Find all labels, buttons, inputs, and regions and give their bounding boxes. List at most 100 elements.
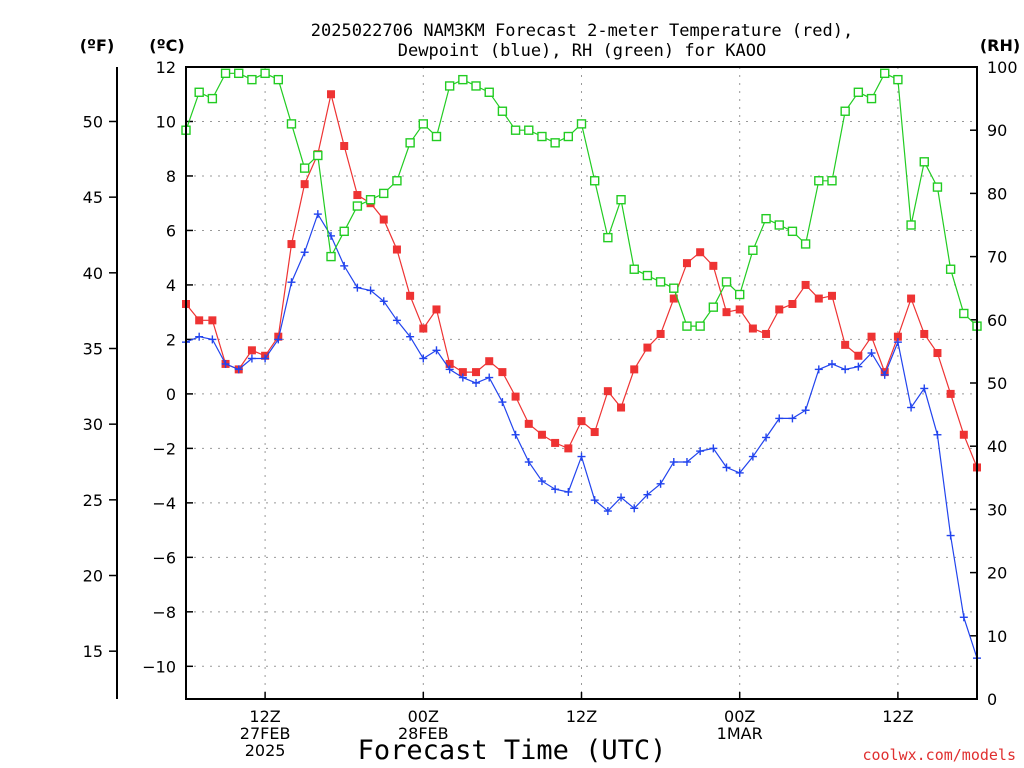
f-tick-label: 15 — [83, 642, 103, 661]
rh-unit-label: (RH) — [980, 36, 1020, 55]
data-point — [841, 340, 850, 349]
data-point — [893, 74, 903, 85]
data-point — [642, 270, 653, 281]
plot-frame — [185, 66, 978, 700]
data-point — [841, 365, 850, 374]
data-point — [590, 496, 599, 505]
rh-tick-label: 40 — [987, 437, 1007, 456]
rh-tick-label: 30 — [987, 500, 1007, 519]
data-point — [656, 479, 665, 488]
data-point — [511, 430, 520, 439]
x-tick-label: 00Z — [724, 707, 755, 726]
data-point — [867, 332, 876, 341]
data-point — [445, 359, 454, 368]
data-point — [299, 163, 310, 173]
data-point — [577, 417, 586, 426]
data-point — [550, 138, 560, 148]
data-point — [261, 354, 270, 363]
grid-lines — [186, 66, 977, 699]
credit-text: coolwx.com/models — [862, 746, 1016, 764]
data-point — [339, 226, 349, 237]
data-point — [564, 487, 573, 496]
data-point — [576, 119, 587, 129]
data-point — [617, 403, 626, 412]
c-tick-label: 4 — [166, 276, 176, 295]
data-point — [630, 504, 639, 513]
data-point — [603, 232, 613, 243]
data-point — [814, 176, 824, 186]
data-point — [695, 321, 705, 331]
data-point — [708, 302, 719, 312]
data-point — [866, 93, 877, 104]
data-point — [221, 359, 230, 368]
rh-tick-label: 90 — [987, 121, 1007, 140]
data-point — [827, 291, 836, 300]
x-tick-label: 12Z — [566, 707, 597, 726]
data-point — [563, 131, 574, 142]
data-point — [234, 365, 243, 374]
data-point — [485, 373, 494, 382]
data-point — [274, 335, 283, 344]
data-point — [551, 485, 560, 494]
x-tick-label: 00Z — [408, 707, 439, 726]
data-point — [458, 373, 467, 382]
data-point — [208, 316, 217, 325]
data-point — [682, 321, 692, 331]
data-point — [379, 297, 388, 306]
data-point — [920, 384, 929, 393]
c-tick-label: 0 — [166, 385, 176, 404]
rh-tick-label: 20 — [987, 564, 1007, 583]
data-point — [762, 433, 771, 442]
data-point — [366, 286, 375, 295]
data-point — [327, 90, 336, 99]
data-point — [195, 332, 204, 341]
data-point — [379, 215, 388, 224]
data-point — [735, 468, 744, 477]
data-point — [775, 305, 784, 314]
rh-tick-label: 50 — [987, 374, 1007, 393]
data-point — [340, 261, 349, 270]
data-point — [709, 444, 718, 453]
data-point — [524, 125, 534, 135]
data-point — [722, 308, 731, 317]
data-point — [709, 261, 718, 270]
f-tick-label: 50 — [83, 112, 103, 131]
data-point — [365, 195, 376, 205]
data-point — [406, 332, 415, 341]
data-point — [379, 188, 389, 199]
data-point — [287, 240, 296, 249]
data-point — [945, 264, 956, 274]
data-point — [510, 125, 521, 135]
data-point — [893, 332, 902, 341]
data-point — [445, 365, 454, 374]
data-point — [313, 210, 322, 219]
data-point — [787, 226, 798, 237]
data-point — [418, 119, 428, 129]
data-point — [511, 392, 520, 401]
data-point — [854, 362, 863, 371]
data-point — [497, 106, 508, 116]
data-point — [471, 81, 481, 91]
c-tick-label: 10 — [156, 112, 176, 131]
data-point — [722, 463, 731, 472]
data-point — [551, 438, 560, 447]
data-point — [432, 305, 441, 314]
data-point — [273, 74, 283, 85]
data-point — [287, 278, 296, 287]
data-point — [630, 365, 639, 374]
data-point — [814, 294, 823, 303]
rh-tick-label: 80 — [987, 184, 1007, 203]
data-point — [419, 324, 428, 333]
data-point — [353, 283, 362, 292]
rh-tick-label: 70 — [987, 248, 1007, 267]
data-point — [524, 458, 533, 466]
data-point — [696, 248, 705, 257]
data-point — [220, 68, 231, 79]
data-point — [656, 329, 665, 338]
data-point — [669, 294, 678, 303]
data-point — [933, 430, 942, 439]
f-tick-label: 25 — [83, 491, 103, 510]
f-tick-label: 35 — [83, 339, 103, 358]
